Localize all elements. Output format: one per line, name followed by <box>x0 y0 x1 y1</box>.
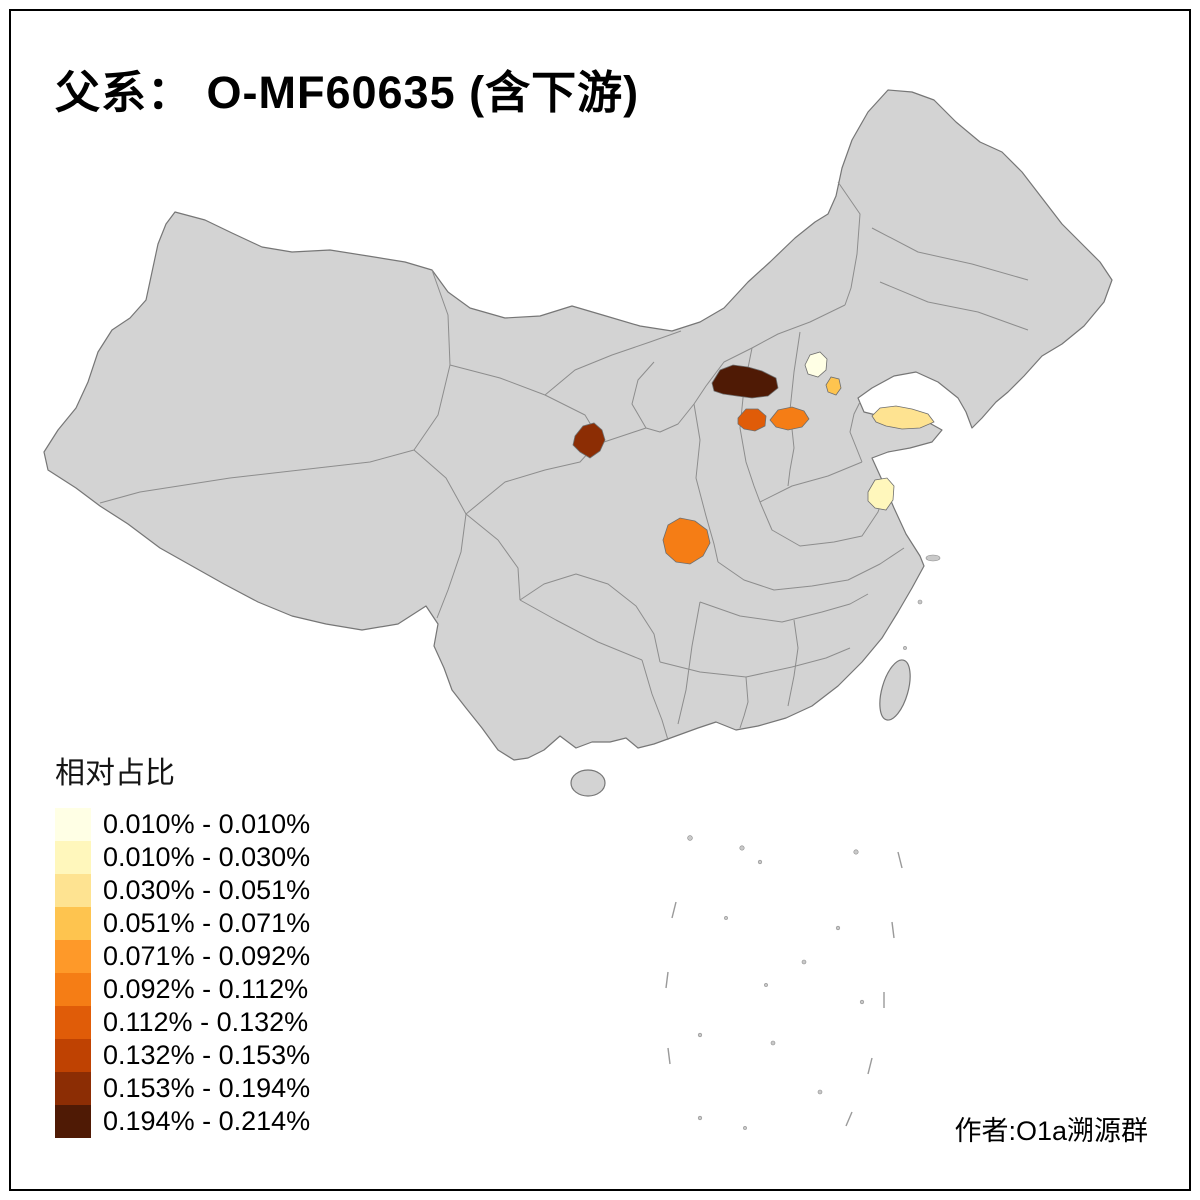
sea-islands <box>665 599 923 1130</box>
legend-swatch <box>55 907 91 940</box>
map-region-north-shanxi <box>711 364 779 399</box>
legend-item: 0.030% - 0.051% <box>55 874 310 907</box>
legend-item: 0.071% - 0.092% <box>55 940 310 973</box>
page-title: 父系： O-MF60635 (含下游) <box>55 67 640 118</box>
map-land <box>43 89 1113 797</box>
legend-item: 0.051% - 0.071% <box>55 907 310 940</box>
legend-swatch <box>55 1006 91 1039</box>
legend-swatch <box>55 1105 91 1138</box>
legend-swatch <box>55 874 91 907</box>
legend-label: 0.112% - 0.132% <box>103 1007 309 1037</box>
legend-swatch <box>55 1072 91 1105</box>
legend-label: 0.030% - 0.051% <box>103 875 311 905</box>
author-credit: 作者:O1a溯源群 <box>954 1116 1148 1146</box>
map-region-central-shanxi-east <box>769 406 810 431</box>
map-region-shandong <box>871 405 935 430</box>
map-region-sichuan <box>662 517 711 565</box>
legend-swatch <box>55 808 91 841</box>
legend-swatch <box>55 841 91 874</box>
legend-swatch <box>55 940 91 973</box>
legend-label: 0.153% - 0.194% <box>103 1073 311 1103</box>
legend-label: 0.071% - 0.092% <box>103 941 311 971</box>
map-region-near-beijing <box>825 376 842 396</box>
mainland-outline <box>43 89 1113 761</box>
province-borders <box>99 181 1029 741</box>
legend-title: 相对占比 <box>55 757 175 790</box>
legend-item: 0.010% - 0.030% <box>55 841 310 874</box>
legend-item: 0.112% - 0.132% <box>55 1006 310 1039</box>
map-region-gansu <box>572 422 606 459</box>
legend-label: 0.010% - 0.010% <box>103 809 311 839</box>
legend-item: 0.153% - 0.194% <box>55 1072 310 1105</box>
legend-swatch <box>55 973 91 1006</box>
legend-label: 0.092% - 0.112% <box>103 974 309 1004</box>
taiwan-island <box>879 659 911 721</box>
legend-item: 0.092% - 0.112% <box>55 973 310 1006</box>
legend-label: 0.010% - 0.030% <box>103 842 311 872</box>
legend-item: 0.010% - 0.010% <box>55 808 310 841</box>
legend: 相对占比 0.010% - 0.010% 0.010% - 0.030% 0.030… <box>55 748 310 1138</box>
legend-swatch <box>55 1039 91 1072</box>
hainan-island <box>570 769 606 797</box>
legend-items: 0.010% - 0.010% 0.010% - 0.030% 0.030% - 0… <box>55 808 310 1138</box>
highlight-regions <box>572 351 935 565</box>
chongming-island <box>925 554 941 562</box>
legend-item: 0.194% - 0.214% <box>55 1105 310 1138</box>
map-region-beijing <box>804 351 828 378</box>
legend-label: 0.051% - 0.071% <box>103 908 311 938</box>
legend-label: 0.132% - 0.153% <box>103 1040 311 1070</box>
legend-item: 0.132% - 0.153% <box>55 1039 310 1072</box>
map-region-central-shanxi-west <box>737 408 767 432</box>
map-region-jiangsu <box>867 477 895 511</box>
legend-label: 0.194% - 0.214% <box>103 1106 311 1136</box>
